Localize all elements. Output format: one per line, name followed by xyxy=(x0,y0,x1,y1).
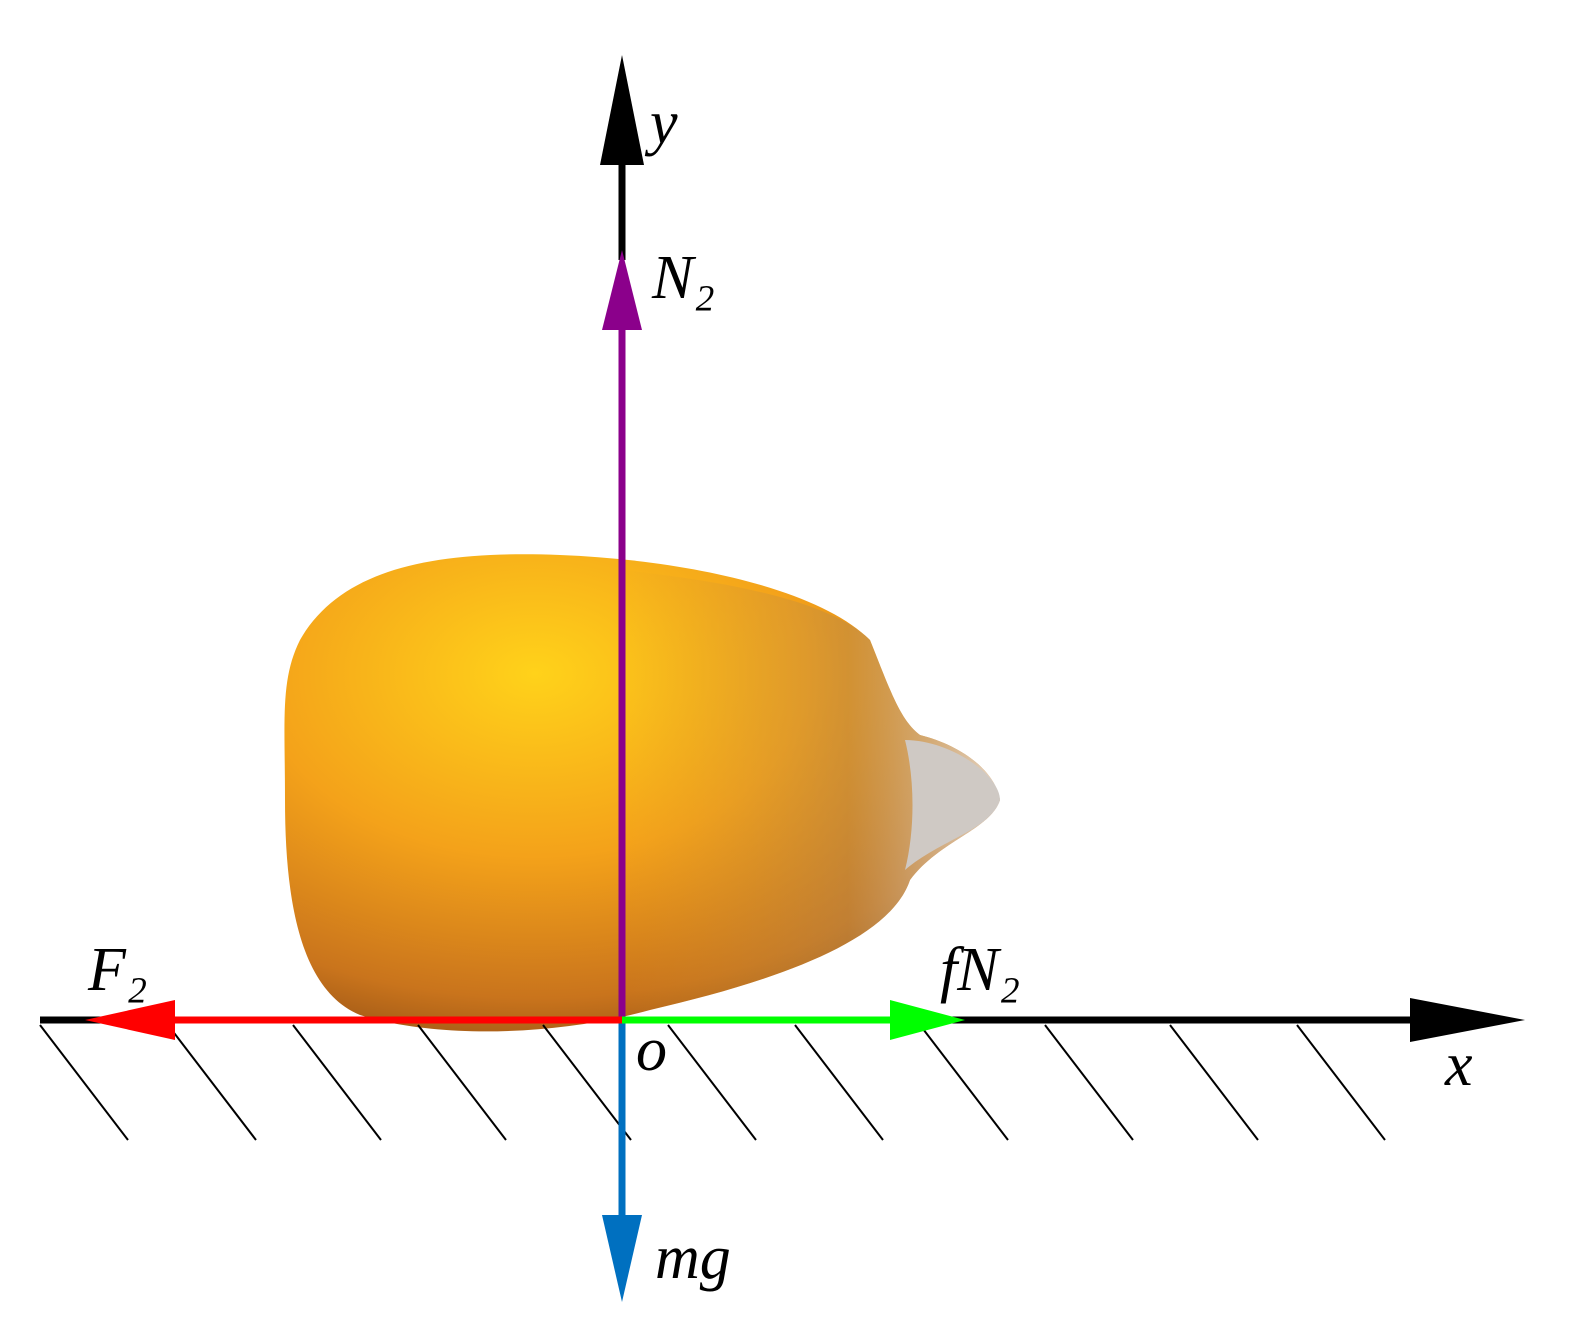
corn-kernel xyxy=(284,554,1000,1032)
kernel-shade xyxy=(620,570,1000,1015)
ground-hatching xyxy=(39,1024,1386,1141)
label-y: y xyxy=(644,89,678,157)
force-friction xyxy=(622,1000,965,1040)
force-applied xyxy=(85,1000,622,1040)
label-f2: F₂ xyxy=(87,936,147,1004)
label-fn2: fN₂ xyxy=(940,936,1020,1004)
force-gravity xyxy=(602,1020,642,1302)
kernel-tip xyxy=(905,740,1000,870)
label-n2: N₂ xyxy=(651,244,715,312)
force-normal xyxy=(602,250,642,1020)
label-mg: mg xyxy=(655,1224,731,1292)
label-origin: o xyxy=(636,1016,667,1084)
label-x: x xyxy=(1444,1031,1473,1099)
